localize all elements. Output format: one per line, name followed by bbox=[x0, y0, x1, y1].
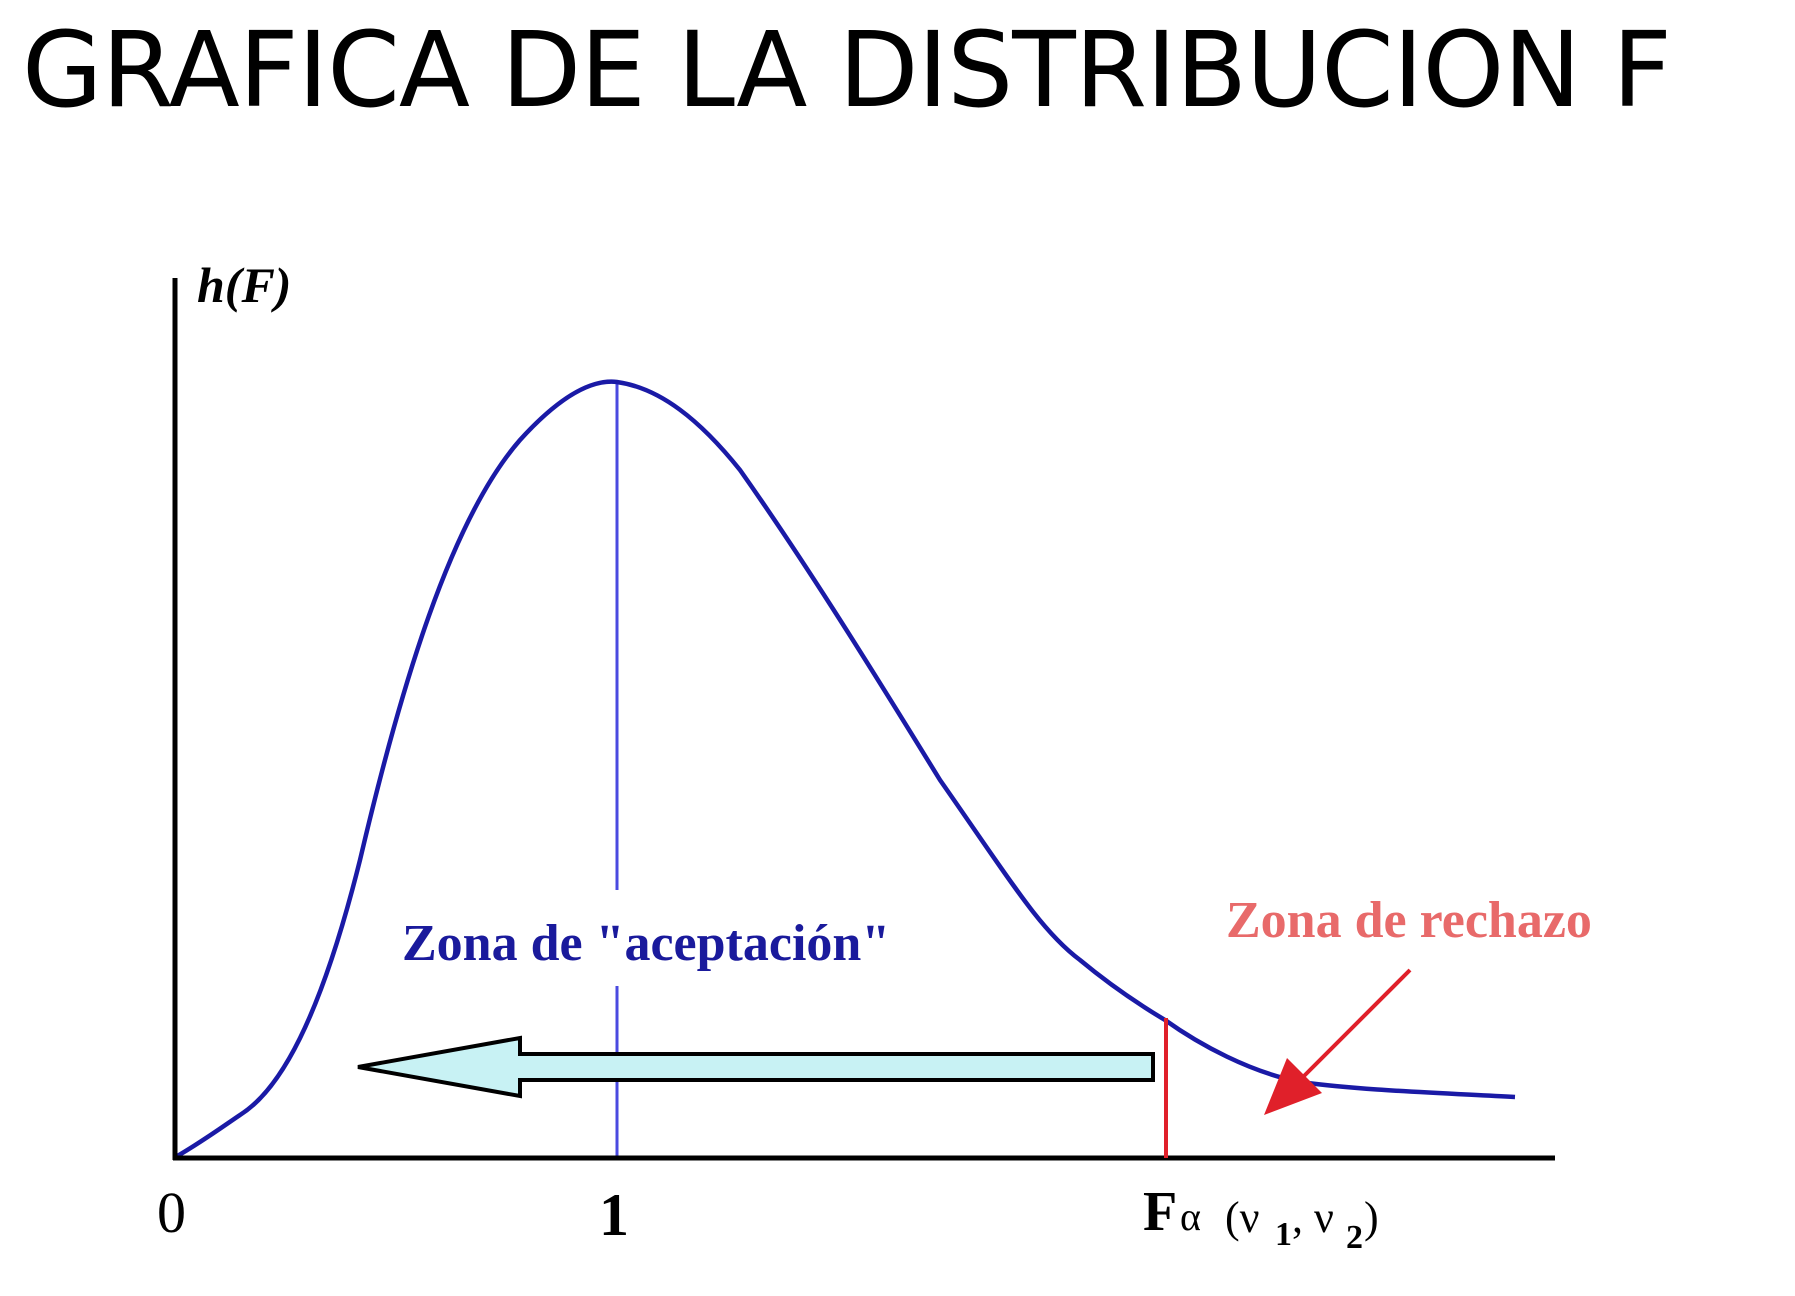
critical-value-params-open: (ν bbox=[1225, 1193, 1260, 1242]
critical-value-alpha: α bbox=[1180, 1194, 1201, 1239]
critical-value-sub2: 2 bbox=[1346, 1219, 1363, 1256]
x-tick-one: 1 bbox=[599, 1182, 629, 1248]
x-tick-zero: 0 bbox=[157, 1180, 186, 1245]
rejection-zone-label: Zona de rechazo bbox=[1226, 892, 1592, 949]
critical-value-sub1: 1 bbox=[1275, 1216, 1292, 1253]
rejection-arrow-shaft bbox=[1298, 968, 1412, 1082]
critical-value-f: F bbox=[1143, 1181, 1177, 1243]
page-title: GRAFICA DE LA DISTRIBUCION F bbox=[22, 9, 1672, 131]
critical-value-label: F α (ν 1 , ν 2 ) bbox=[1143, 1181, 1379, 1256]
acceptance-zone-label: Zona de "aceptación" bbox=[402, 915, 890, 972]
acceptance-arrow bbox=[357, 1035, 1155, 1099]
critical-value-comma: , ν bbox=[1292, 1193, 1334, 1242]
rejection-arrow-head bbox=[1264, 1058, 1322, 1115]
density-curve bbox=[172, 379, 1516, 1160]
critical-value-params-close: ) bbox=[1364, 1193, 1379, 1242]
y-axis-label: h(F) bbox=[197, 257, 291, 313]
acceptance-label-backdrop bbox=[600, 890, 634, 986]
